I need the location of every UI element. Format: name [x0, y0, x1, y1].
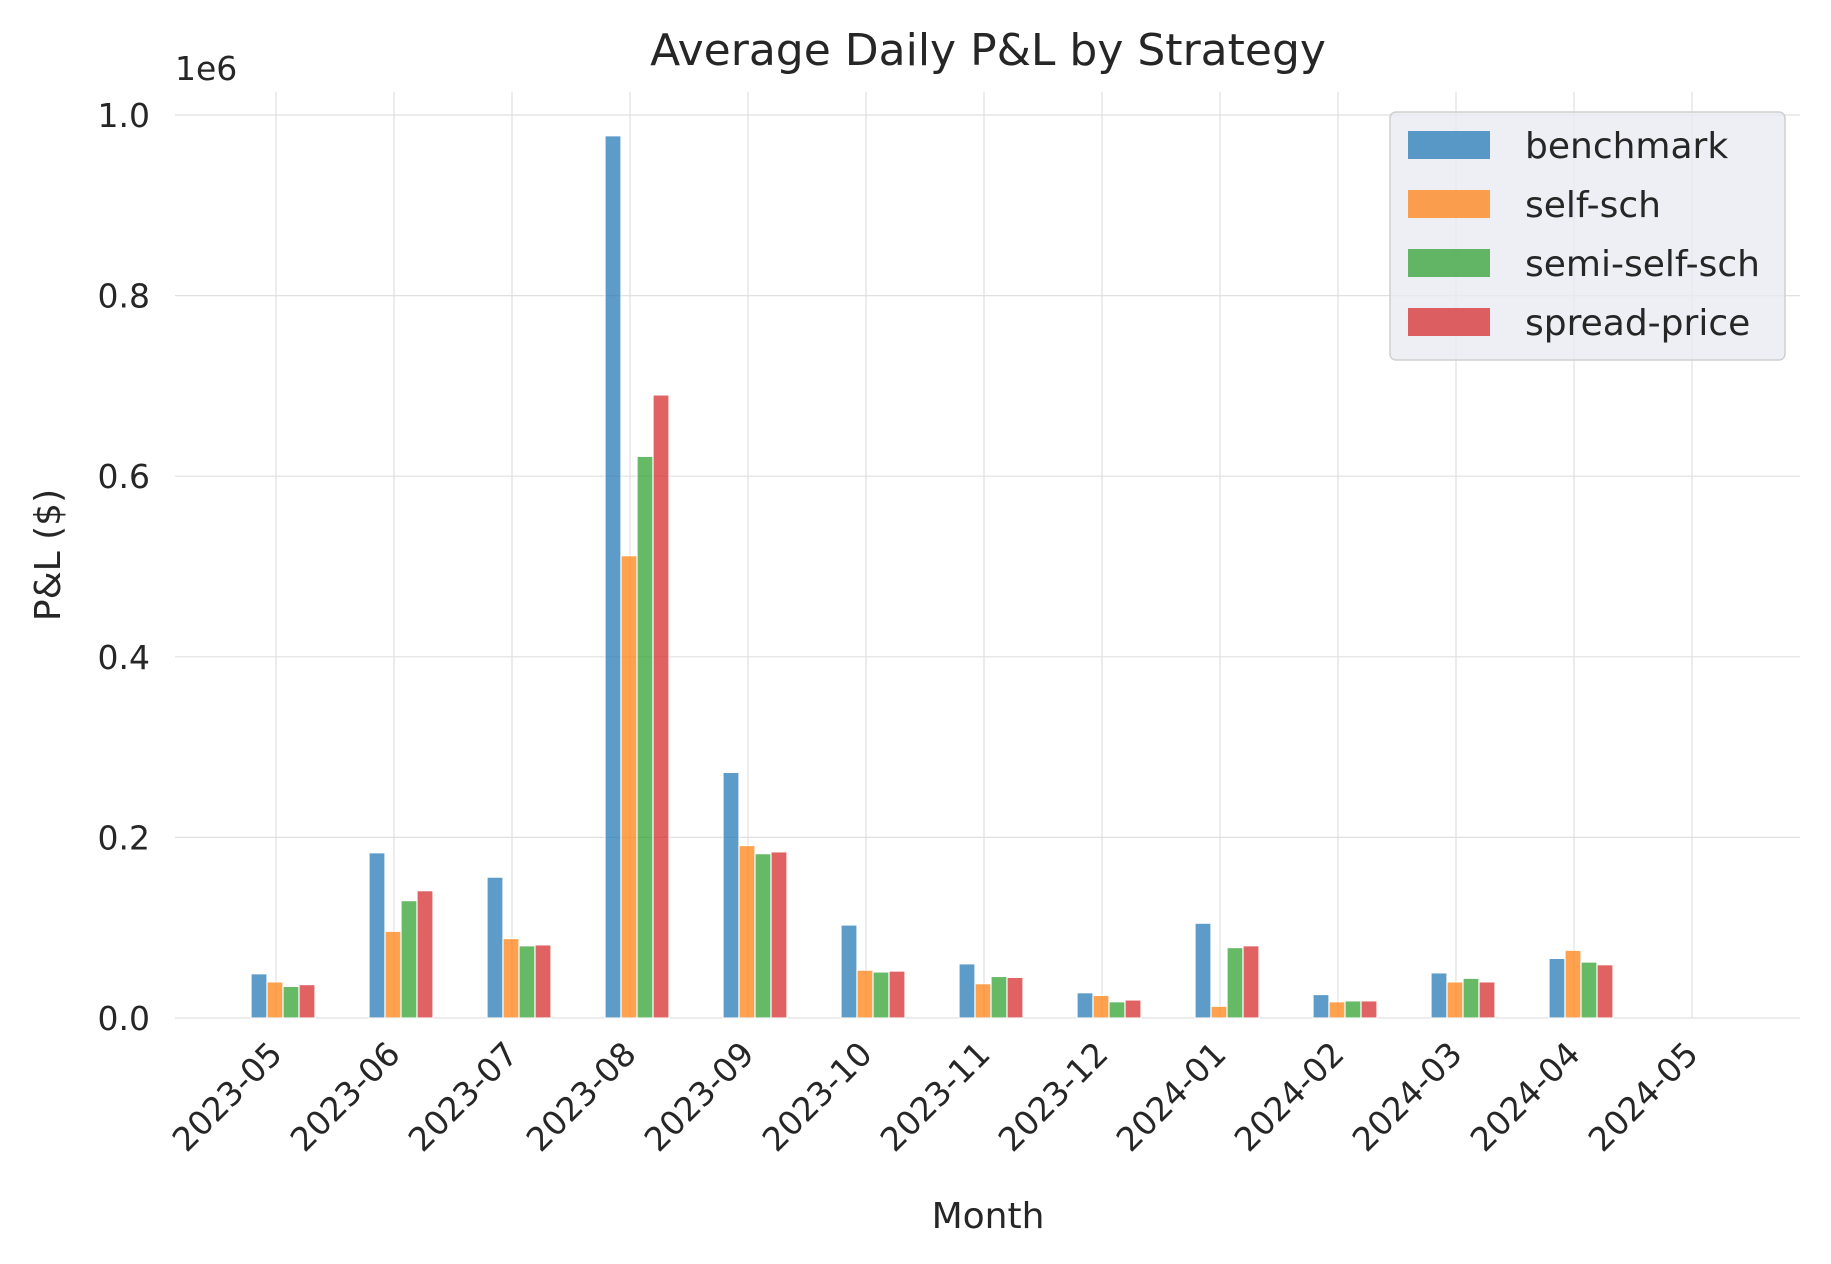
- bars: [250, 135, 1614, 1019]
- bar-benchmark-2023-10: [840, 924, 858, 1019]
- bar-self-sch-2024-04: [1564, 949, 1582, 1019]
- bar-semi-self-sch-2024-01: [1226, 946, 1244, 1019]
- y-tick-label: 0.2: [98, 818, 150, 857]
- x-tick-label: 2024-01: [1109, 1034, 1234, 1159]
- bar-benchmark-2023-09: [722, 771, 740, 1019]
- y-tick-label: 0.8: [98, 277, 150, 316]
- legend-swatch-semi-self-sch: [1408, 249, 1490, 277]
- bar-semi-self-sch-2023-11: [990, 975, 1008, 1019]
- legend-items: benchmark self-sch semi-self-sch spread-pri…: [1408, 126, 1760, 344]
- bar-semi-self-sch-2023-07: [518, 945, 536, 1019]
- bar-benchmark-2023-06: [368, 852, 386, 1019]
- bar-benchmark-2023-11: [958, 963, 976, 1019]
- grid: [175, 92, 1800, 1019]
- x-tick-label: 2023-12: [991, 1034, 1116, 1159]
- bar-self-sch-2023-09: [738, 844, 756, 1019]
- bar-benchmark-2024-03: [1430, 972, 1448, 1019]
- legend-swatch-benchmark: [1408, 131, 1490, 159]
- bar-semi-self-sch-2023-06: [400, 900, 418, 1019]
- x-tick-label: 2023-07: [401, 1034, 526, 1159]
- x-tick-label: 2024-03: [1345, 1034, 1470, 1159]
- y-tick-label: 0.6: [98, 457, 150, 496]
- bar-self-sch-2023-06: [384, 930, 402, 1019]
- bar-self-sch-2023-07: [502, 937, 520, 1019]
- bar-spread-price-2024-03: [1478, 981, 1496, 1019]
- bar-semi-self-sch-2024-02: [1344, 1000, 1362, 1019]
- x-tick-label: 2023-06: [283, 1034, 408, 1159]
- y-tick-label: 0.4: [98, 638, 150, 677]
- legend-swatch-spread-price: [1408, 308, 1490, 336]
- legend-label-benchmark: benchmark: [1525, 126, 1728, 167]
- bar-benchmark-2024-04: [1548, 957, 1566, 1019]
- x-axis-ticks: 2023-052023-062023-072023-082023-092023-…: [165, 1034, 1706, 1159]
- legend-label-self-sch: self-sch: [1525, 185, 1661, 226]
- legend-label-spread-price: spread-price: [1525, 303, 1750, 344]
- bar-benchmark-2024-01: [1194, 922, 1212, 1019]
- bar-spread-price-2023-05: [298, 983, 316, 1019]
- bar-benchmark-2023-05: [250, 973, 268, 1019]
- bar-self-sch-2023-11: [974, 983, 992, 1019]
- x-tick-label: 2023-10: [755, 1034, 880, 1159]
- x-tick-label: 2024-04: [1463, 1034, 1588, 1159]
- legend-swatch-self-sch: [1408, 190, 1490, 218]
- bar-benchmark-2024-02: [1312, 993, 1330, 1019]
- bar-semi-self-sch-2023-09: [754, 853, 772, 1019]
- bar-spread-price-2024-04: [1596, 964, 1614, 1019]
- bar-spread-price-2023-12: [1124, 999, 1142, 1019]
- legend-label-semi-self-sch: semi-self-sch: [1525, 244, 1760, 285]
- bar-spread-price-2024-02: [1360, 1000, 1378, 1019]
- bar-semi-self-sch-2024-03: [1462, 977, 1480, 1019]
- bar-benchmark-2023-07: [486, 876, 504, 1019]
- bar-semi-self-sch-2023-12: [1108, 1001, 1126, 1019]
- x-tick-label: 2023-09: [637, 1034, 762, 1159]
- bar-self-sch-2023-08: [620, 555, 638, 1019]
- y-axis-label: P&L ($): [28, 489, 69, 621]
- y-tick-label: 0.0: [98, 999, 150, 1038]
- bar-semi-self-sch-2023-08: [636, 455, 654, 1019]
- bar-spread-price-2023-11: [1006, 976, 1024, 1019]
- x-tick-label: 2023-08: [519, 1034, 644, 1159]
- y-tick-label: 1.0: [98, 96, 150, 135]
- legend-frame: [1389, 111, 1786, 361]
- y-axis-ticks: 0.0 0.2 0.4 0.6 0.8 1.0: [98, 96, 150, 1038]
- bar-self-sch-2024-01: [1210, 1005, 1228, 1019]
- x-tick-label: 2023-11: [873, 1034, 998, 1159]
- bar-self-sch-2023-05: [266, 981, 284, 1019]
- bar-self-sch-2024-02: [1328, 1001, 1346, 1019]
- chart-title: Average Daily P&L by Strategy: [650, 25, 1326, 76]
- bar-spread-price-2023-08: [652, 394, 670, 1019]
- bar-semi-self-sch-2024-04: [1580, 961, 1598, 1019]
- x-tick-label: 2024-05: [1581, 1034, 1706, 1159]
- x-tick-label: 2024-02: [1227, 1034, 1352, 1159]
- bar-self-sch-2024-03: [1446, 981, 1464, 1019]
- bar-spread-price-2023-09: [770, 851, 788, 1019]
- bar-semi-self-sch-2023-10: [872, 971, 890, 1019]
- bar-benchmark-2023-08: [604, 135, 622, 1019]
- bar-spread-price-2023-10: [888, 970, 906, 1019]
- bar-spread-price-2023-07: [534, 944, 552, 1019]
- bar-spread-price-2024-01: [1242, 945, 1260, 1019]
- bar-spread-price-2023-06: [416, 890, 434, 1019]
- bar-semi-self-sch-2023-05: [282, 985, 300, 1019]
- bar-self-sch-2023-10: [856, 969, 874, 1019]
- bar-benchmark-2023-12: [1076, 992, 1094, 1019]
- bar-self-sch-2023-12: [1092, 994, 1110, 1019]
- x-axis-label: Month: [932, 1196, 1045, 1237]
- legend: benchmark self-sch semi-self-sch spread-pri…: [1389, 111, 1786, 361]
- x-tick-label: 2023-05: [165, 1034, 290, 1159]
- y-offset-label: 1e6: [175, 49, 237, 88]
